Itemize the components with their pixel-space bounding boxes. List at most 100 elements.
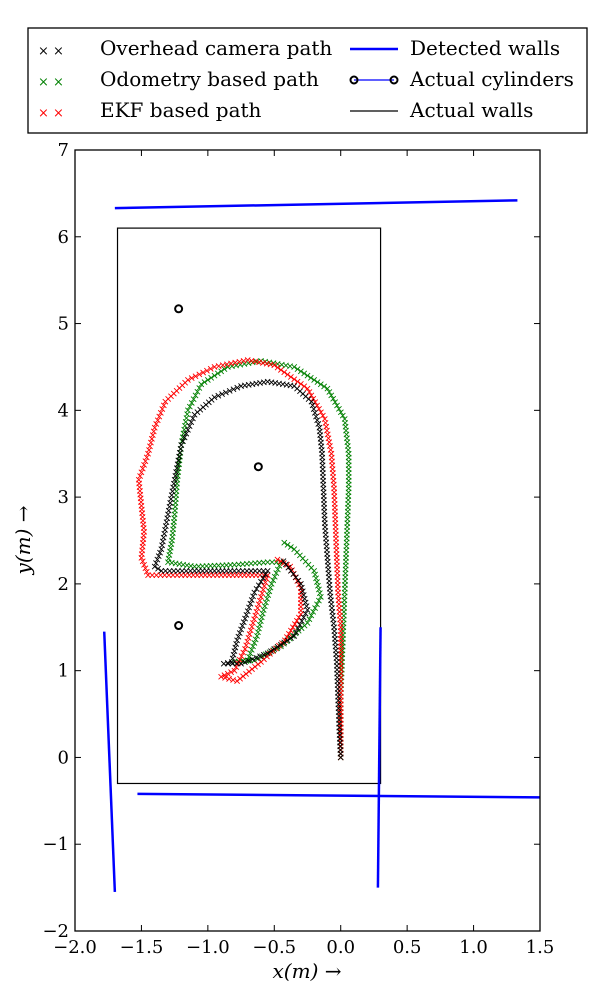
ekf-based-path-marker: [200, 369, 207, 376]
y-tick-label: −2: [42, 921, 69, 942]
overhead-camera-path-marker: [231, 567, 238, 574]
legend: × × Overhead camera path × × Odometry ba…: [27, 27, 588, 134]
odometry-based-path-marker: [248, 646, 255, 653]
y-tick-label: 3: [58, 487, 69, 508]
y-tick-label: 4: [58, 400, 69, 421]
odometry-based-path-marker: [254, 633, 260, 639]
ekf-based-path-marker: [141, 461, 148, 468]
ekf-based-path-marker: [278, 366, 284, 373]
ekf-based-path-marker: [148, 435, 155, 442]
legend-label-actual-walls: Actual walls: [409, 98, 533, 122]
overhead-camera-path-marker: [301, 595, 308, 602]
actual-cylinder-point: [174, 621, 184, 631]
overhead-camera-path-marker: [247, 600, 254, 607]
odometry-based-path-marker: [304, 620, 311, 626]
overhead-camera-path-marker: [316, 424, 323, 431]
y-tick-label: 2: [58, 574, 69, 595]
x-tick-label: 0.0: [326, 937, 355, 958]
overhead-camera-path-marker: [186, 423, 193, 429]
odometry-based-path-marker: [339, 412, 346, 419]
overhead-camera-path-marker: [243, 611, 250, 618]
odometry-based-path-marker: [266, 588, 273, 595]
odometry-based-path-marker: [332, 399, 339, 406]
overhead-camera-path-marker: [179, 567, 186, 574]
overhead-camera-path-marker: [238, 660, 244, 667]
ekf-based-path-marker: [138, 554, 145, 561]
actual-cylinder-point: [174, 304, 184, 314]
overhead-camera-path-marker: [235, 633, 242, 640]
ekf-based-path-marker: [153, 421, 160, 427]
y-tick-label: 0: [58, 747, 69, 768]
detected-wall-segment: [376, 627, 382, 888]
odometry-based-path-marker: [251, 639, 258, 646]
ekf-based-path-marker: [207, 365, 214, 372]
overhead-camera-path-marker: [313, 413, 319, 420]
overhead-camera-path-marker: [287, 567, 294, 574]
ekf-based-path-marker: [238, 653, 245, 660]
overhead-camera-path-marker: [251, 589, 258, 596]
overhead-camera-path-marker: [235, 567, 242, 574]
overhead-camera-path-marker: [234, 384, 241, 391]
overhead-camera-path-marker: [281, 639, 288, 646]
ekf-based-path-marker: [196, 371, 203, 378]
overhead-camera-path-marker: [153, 560, 159, 566]
odometry-based-path-marker: [316, 590, 323, 597]
odometry-based-path-marker: [168, 541, 175, 548]
odometry-based-path-marker: [297, 368, 304, 375]
overhead-camera-path-marker: [300, 614, 307, 621]
odometry-based-path-marker: [265, 592, 272, 598]
ekf-based-path-marker: [203, 367, 210, 374]
overhead-camera-path-marker: [260, 651, 267, 658]
ekf-based-path-marker: [142, 565, 149, 572]
y-tick-label: 5: [58, 314, 69, 335]
overhead-camera-path-marker: [274, 643, 281, 650]
odometry-based-path-marker: [264, 559, 271, 566]
odometry-based-path-marker: [221, 366, 228, 373]
odometry-based-path-marker: [341, 416, 348, 422]
overhead-camera-path-marker: [154, 556, 161, 563]
overhead-camera-path-marker: [299, 588, 306, 595]
odometry-based-path-marker: [273, 570, 280, 576]
ekf-based-path-marker: [147, 443, 153, 450]
ekf-based-path-marker: [157, 409, 164, 416]
odometry-based-path-marker: [214, 370, 221, 377]
odometry-based-path-marker: [271, 573, 278, 580]
odometry-based-path-marker: [169, 537, 175, 544]
odometry-based-path-marker: [252, 636, 259, 643]
ekf-based-path-marker: [143, 568, 150, 575]
ekf-based-path-marker: [151, 424, 158, 431]
overhead-camera-path-marker: [155, 565, 161, 572]
overhead-camera-path-marker: [188, 419, 195, 426]
ekf-based-path-marker: [251, 616, 258, 623]
overhead-camera-path-marker: [243, 567, 250, 574]
ekf-based-path-marker: [293, 617, 300, 624]
ekf-based-path-marker: [138, 469, 145, 476]
overhead-camera-path-marker: [183, 430, 190, 437]
legend-entry-ekf: × × EKF based path: [38, 98, 262, 122]
ekf-based-path-marker: [139, 465, 146, 472]
odometry-based-path-marker: [317, 381, 324, 388]
overhead-camera-path-marker: [248, 597, 255, 603]
odometry-based-path-marker: [260, 607, 267, 613]
overhead-camera-path-marker: [280, 558, 287, 565]
overhead-camera-path-marker: [229, 660, 236, 667]
overhead-camera-path-marker: [191, 411, 198, 418]
overhead-camera-path-marker: [278, 641, 284, 648]
odometry-based-path-marker: [284, 541, 291, 548]
overhead-camera-path-marker: [220, 660, 227, 667]
ekf-based-path-marker: [231, 667, 238, 674]
odometry-based-path-marker: [258, 614, 265, 621]
overhead-camera-path-marker: [255, 582, 262, 589]
x-tick-label: −0.5: [252, 937, 296, 958]
ekf-based-path-marker: [153, 572, 160, 579]
x-tick-label: −2.0: [53, 937, 97, 958]
odometry-based-path-marker: [264, 595, 270, 602]
ekf-based-path-marker: [192, 373, 199, 380]
ekf-based-path-marker: [291, 376, 298, 383]
overhead-camera-path-marker: [304, 607, 311, 613]
odometry-based-path-marker: [261, 603, 268, 610]
overhead-camera-path-marker: [222, 389, 229, 396]
overhead-camera-path-marker: [253, 654, 260, 661]
overhead-camera-path-marker: [236, 630, 243, 636]
